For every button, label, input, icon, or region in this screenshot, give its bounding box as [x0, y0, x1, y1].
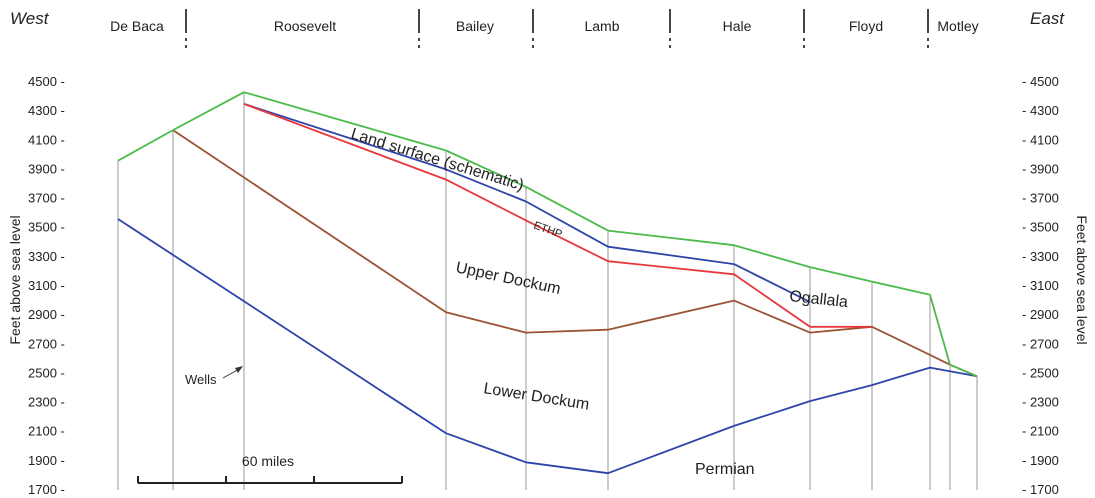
y-tick-label: - 2900: [1022, 307, 1059, 322]
y-tick-label: 3700 -: [28, 191, 65, 206]
y-tick-label: 4500 -: [28, 74, 65, 89]
county-dividers: [185, 9, 929, 52]
y-tick-label: - 2100: [1022, 424, 1059, 439]
county-label: Lamb: [584, 18, 619, 34]
ogallala-label: Ogallala: [789, 288, 849, 311]
y-tick-label: 3900 -: [28, 161, 65, 176]
y-tick-label: 1900 -: [28, 453, 65, 468]
y-tick-label: 4100 -: [28, 132, 65, 147]
wells-label: Wells: [185, 372, 217, 387]
y-tick-label: 1700 -: [28, 482, 65, 497]
surface-lines: [117, 91, 978, 475]
permian-top-line: [117, 218, 978, 475]
permian-label: Permian: [695, 461, 755, 478]
county-label: Hale: [723, 18, 752, 34]
y-tick-label: - 4500: [1022, 74, 1059, 89]
y-tick-label: 2900 -: [28, 307, 65, 322]
scale-bar: [137, 476, 403, 484]
county-label: Bailey: [456, 18, 494, 34]
y-tick-label: 3500 -: [28, 220, 65, 235]
y-axis-title-right: Feet above sea level: [1074, 215, 1090, 344]
y-tick-label: - 3900: [1022, 161, 1059, 176]
y-tick-label: - 2300: [1022, 395, 1059, 410]
y-tick-label: 3300 -: [28, 249, 65, 264]
y-axis-title-left: Feet above sea level: [7, 215, 23, 344]
county-label: Motley: [937, 18, 978, 34]
county-label: Floyd: [849, 18, 883, 34]
west-label: West: [10, 9, 50, 28]
y-tick-label: - 3300: [1022, 249, 1059, 264]
ethp-line: [243, 103, 872, 328]
ethp-label: ETHP: [532, 220, 564, 241]
y-tick-label: - 1900: [1022, 453, 1059, 468]
y-tick-label: - 3500: [1022, 220, 1059, 235]
county-label: De Baca: [110, 18, 164, 34]
land-surface-line: [117, 91, 978, 378]
land-surface-label: Land surface (schematic): [349, 126, 526, 195]
y-axis-left: 1700 - 1900 - 2100 - 2300 - 2500 - 2700 - 2900…: [28, 74, 65, 497]
east-label: East: [1030, 9, 1065, 28]
y-tick-label: 2500 -: [28, 365, 65, 380]
upper-lower-dockum-contact-line: [172, 129, 978, 378]
y-tick-label: - 1700: [1022, 482, 1059, 497]
y-tick-label: - 2700: [1022, 336, 1059, 351]
upper-dockum-label: Upper Dockum: [454, 259, 562, 298]
y-tick-label: 2700 -: [28, 336, 65, 351]
y-tick-label: - 3700: [1022, 191, 1059, 206]
y-tick-label: 2300 -: [28, 395, 65, 410]
lower-dockum-label: Lower Dockum: [482, 380, 590, 413]
county-header: De Baca Roosevelt Bailey Lamb Hale Floyd…: [110, 18, 978, 34]
y-tick-label: 2100 -: [28, 424, 65, 439]
y-tick-label: 3100 -: [28, 278, 65, 293]
y-tick-label: - 4300: [1022, 103, 1059, 118]
y-tick-label: - 2500: [1022, 365, 1059, 380]
y-tick-label: - 3100: [1022, 278, 1059, 293]
wells-arrowhead: [235, 366, 243, 373]
ogallala-base-line: [243, 103, 811, 303]
y-axis-right: - 1700 - 1900 - 2100 - 2300 - 2500 - 2700 - 29…: [1022, 74, 1059, 497]
scale-label: 60 miles: [242, 453, 294, 469]
y-tick-label: - 4100: [1022, 132, 1059, 147]
y-tick-label: 4300 -: [28, 103, 65, 118]
county-label: Roosevelt: [274, 18, 336, 34]
